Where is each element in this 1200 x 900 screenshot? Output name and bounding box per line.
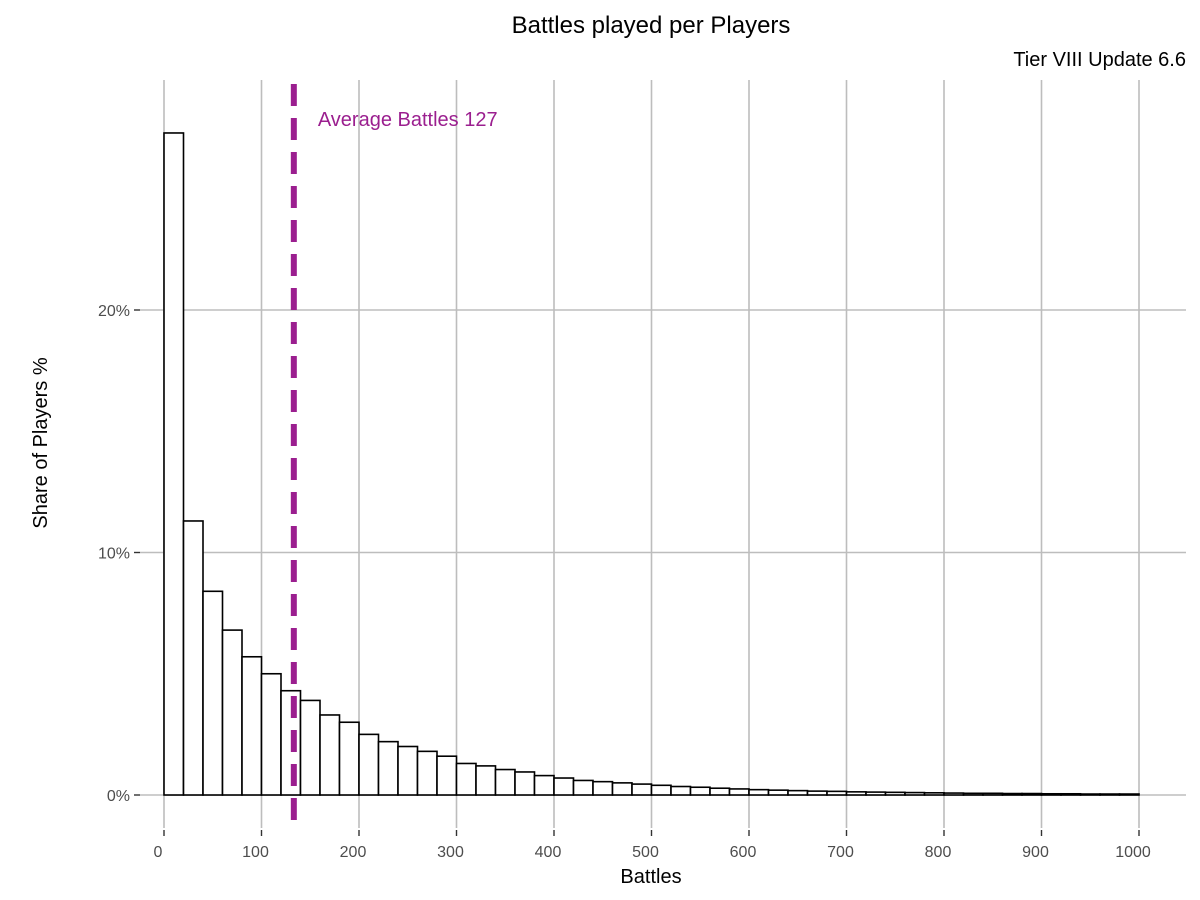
bar-340	[494, 768, 516, 796]
bar-720	[865, 791, 887, 796]
x-axis-ticks: 0 100 200 300 400 500 600 700 800 900 1000	[154, 830, 1151, 861]
x-tick-label-900: 900	[1022, 844, 1049, 861]
bar-920	[1060, 792, 1082, 796]
bar-620	[767, 789, 789, 796]
x-tick-label-1000: 1000	[1115, 844, 1151, 861]
bar-960	[1099, 793, 1121, 796]
bar-880	[1021, 792, 1043, 796]
y-axis-label: Share of Players %	[30, 357, 52, 528]
bar-460	[611, 782, 633, 796]
x-axis-label: Battles	[620, 866, 681, 888]
bar-560	[709, 787, 731, 796]
x-tick-label-600: 600	[730, 844, 757, 861]
bar-260	[416, 750, 438, 796]
x-tick-label-800: 800	[925, 844, 952, 861]
bar-0	[163, 132, 185, 796]
bar-600	[748, 788, 770, 796]
bar-60	[221, 629, 243, 796]
bar-840	[982, 792, 1004, 796]
bar-420	[572, 779, 594, 796]
bar-520	[670, 785, 692, 796]
average-annotation: Average Battles 127	[318, 109, 498, 131]
bar-100	[260, 672, 282, 796]
bar-640	[787, 789, 809, 796]
bar-40	[202, 590, 224, 796]
bar-240	[397, 745, 419, 796]
average-line-group: Average Battles 127	[290, 84, 498, 832]
x-tick-label-700: 700	[827, 844, 854, 861]
bar-440	[592, 780, 614, 796]
bar-580	[728, 788, 750, 796]
bar-360	[514, 771, 536, 796]
bar-760	[904, 791, 926, 796]
y-tick-label-20: 20%	[98, 303, 130, 320]
bar-180	[338, 721, 360, 796]
x-tick-label-0: 0	[154, 844, 163, 861]
bar-540	[689, 786, 711, 796]
bars	[163, 132, 1140, 796]
bar-160	[319, 714, 341, 796]
bar-700	[845, 791, 867, 796]
x-tick-label-500: 500	[632, 844, 659, 861]
bar-860	[1001, 792, 1023, 796]
bar-200	[358, 733, 380, 796]
bar-380	[533, 774, 555, 796]
bar-820	[962, 792, 984, 796]
x-tick-label-300: 300	[437, 844, 464, 861]
bar-980	[1118, 793, 1140, 796]
bar-740	[884, 791, 906, 796]
chart-title: Battles played per Players	[512, 12, 791, 39]
bar-120	[280, 689, 302, 796]
bar-140	[299, 699, 321, 796]
y-tick-label-0: 0%	[107, 788, 130, 805]
chart-subtitle: Tier VIII Update 6.6	[1013, 49, 1186, 71]
x-tick-label-100: 100	[242, 844, 269, 861]
bar-20	[182, 520, 204, 796]
bar-320	[475, 765, 497, 796]
bar-80	[241, 655, 263, 796]
bar-300	[455, 762, 477, 796]
x-tick-label-400: 400	[535, 844, 562, 861]
bar-500	[650, 784, 672, 796]
x-tick-label-200: 200	[340, 844, 367, 861]
y-tick-label-10: 10%	[98, 546, 130, 563]
bar-900	[1040, 792, 1062, 796]
bar-660	[806, 790, 828, 796]
bar-400	[553, 777, 575, 796]
bar-940	[1079, 793, 1101, 796]
bar-480	[631, 783, 653, 796]
y-axis-ticks: 0% 10% 20%	[98, 303, 140, 805]
bar-280	[436, 755, 458, 796]
bar-680	[826, 790, 848, 796]
bar-800	[943, 792, 965, 796]
bar-220	[377, 740, 399, 796]
bar-780	[923, 792, 945, 796]
